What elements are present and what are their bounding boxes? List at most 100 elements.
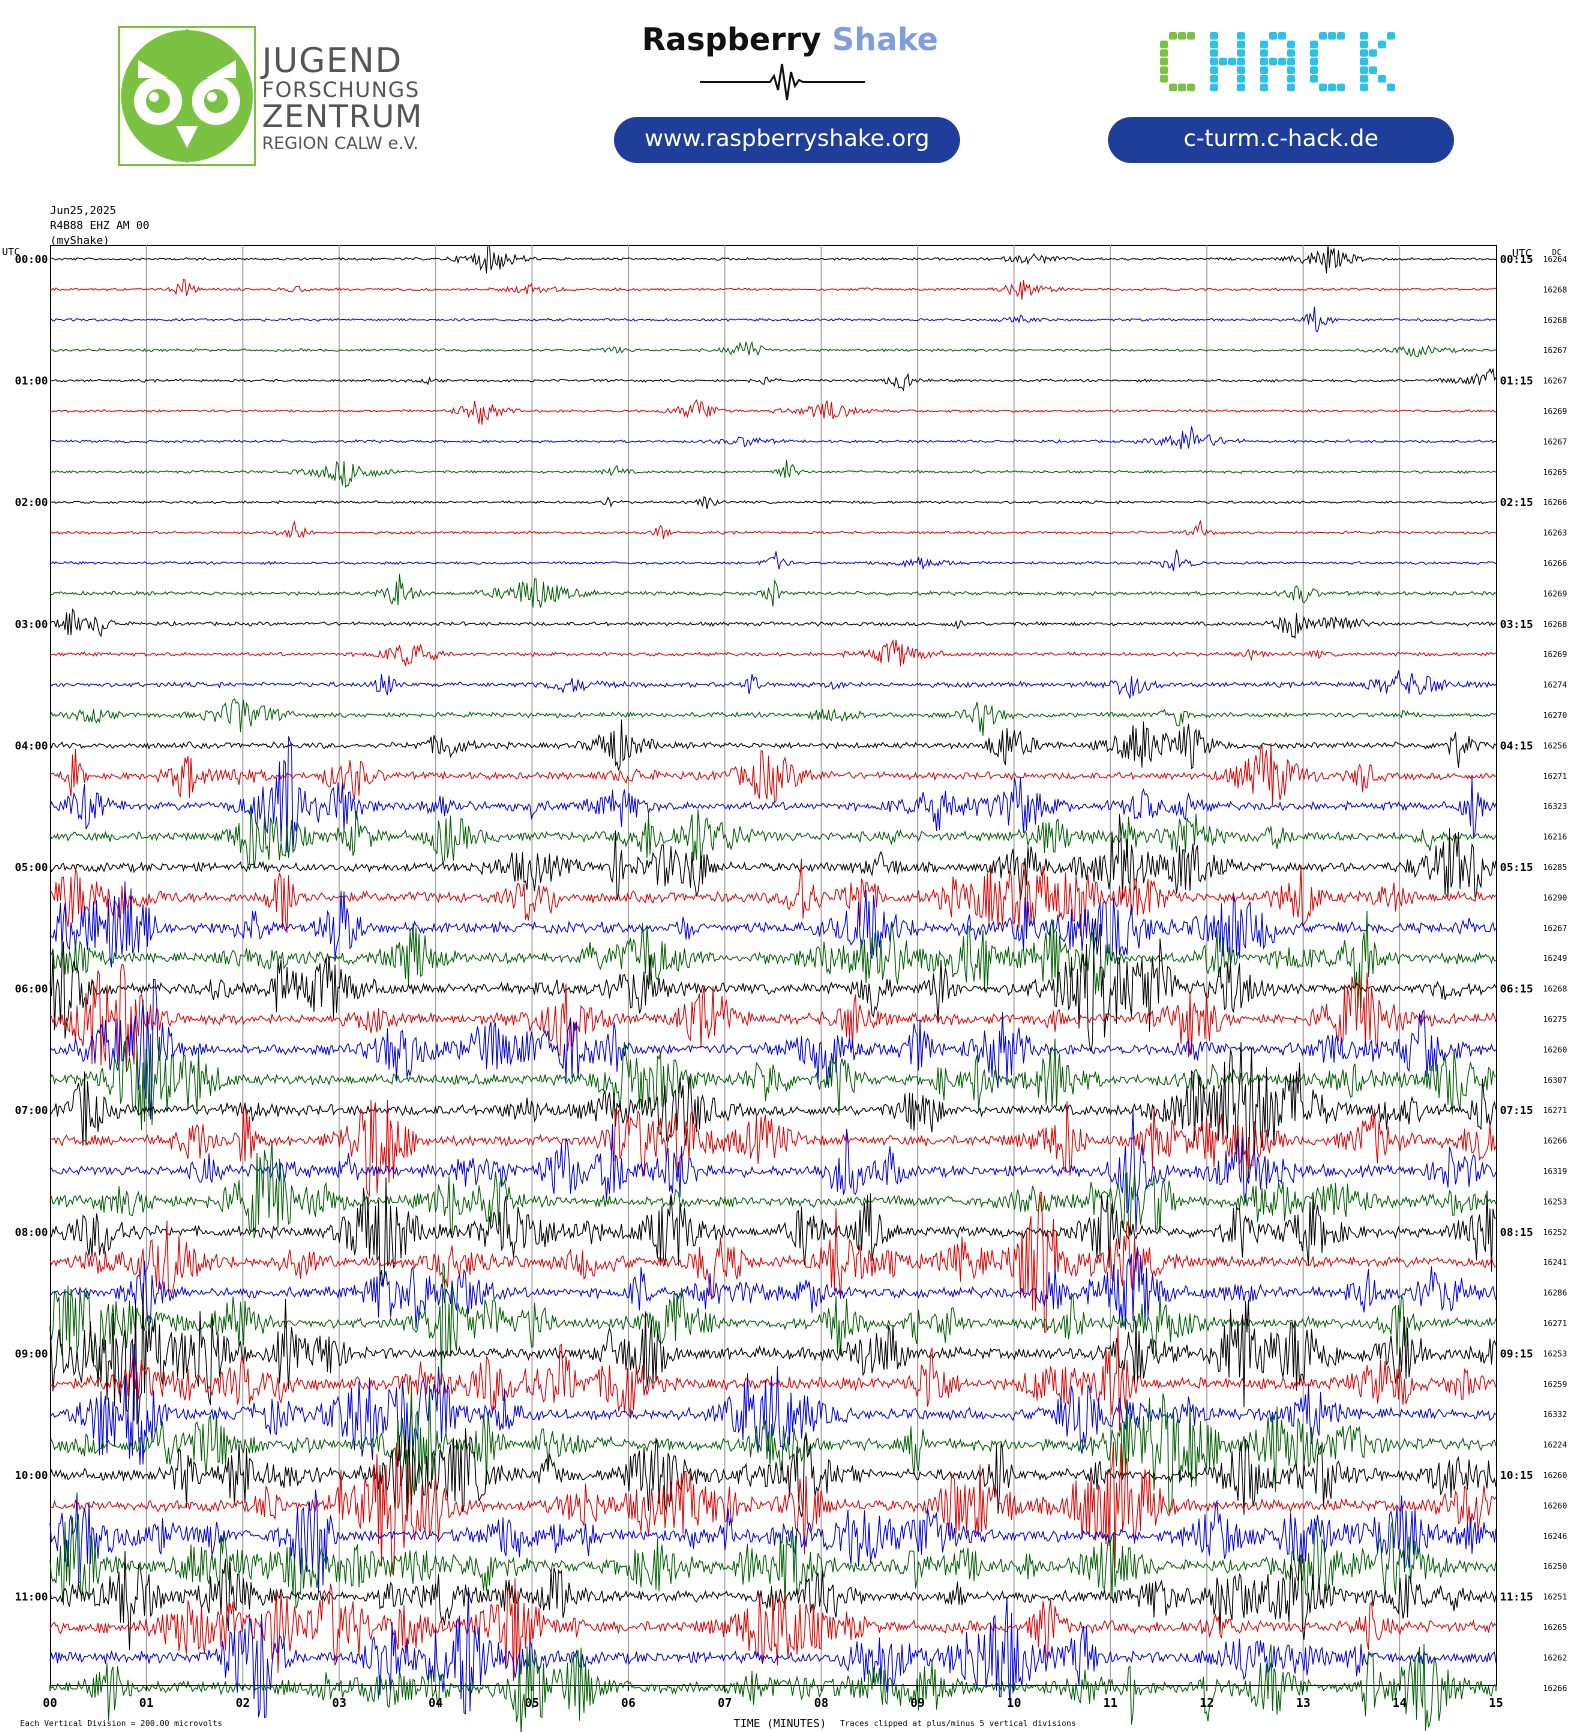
trace-line	[49, 1247, 1497, 1330]
dc-value: 16267	[1543, 377, 1567, 386]
dc-value: 16260	[1543, 1045, 1567, 1054]
trace-line	[49, 910, 1497, 1009]
hour-label-left: 06:00	[15, 983, 48, 996]
owl-logo	[118, 26, 256, 166]
jfz-line3: ZENTRUM	[262, 99, 423, 135]
trace-line	[49, 881, 1497, 968]
hour-label-right: 00:15	[1500, 253, 1533, 266]
dc-value: 16249	[1543, 954, 1567, 963]
trace-line	[49, 1578, 1497, 1681]
dc-value: 16268	[1543, 316, 1567, 325]
chack-letter	[1260, 32, 1295, 92]
dc-value: 16274	[1543, 681, 1567, 690]
dc-value: 16323	[1543, 802, 1567, 811]
station-code: R4B88 EHZ AM 00	[50, 219, 150, 232]
x-tick-label: 09	[910, 1696, 924, 1710]
raspberry-shake-url[interactable]: www.raspberryshake.org	[614, 117, 960, 163]
hour-label-right: 01:15	[1500, 375, 1533, 388]
trace-line	[49, 1108, 1497, 1232]
traces	[49, 245, 1497, 1732]
raspberry-shake-title: Raspberry Shake	[610, 22, 970, 58]
dc-value: 16252	[1543, 1228, 1567, 1237]
x-tick-label: 14	[1392, 1696, 1406, 1710]
trace-line	[49, 549, 1497, 572]
trace-line	[49, 736, 1497, 853]
chack-letter	[1210, 32, 1245, 92]
trace-line	[49, 1643, 1497, 1732]
x-tick-label: 07	[718, 1696, 732, 1710]
dc-value: 16270	[1543, 711, 1567, 720]
dc-value: 16260	[1543, 1501, 1567, 1510]
network-name: (myShake)	[50, 234, 110, 247]
dc-value: 16224	[1543, 1441, 1567, 1450]
dc-value: 16271	[1543, 772, 1567, 781]
trace-line	[49, 1385, 1497, 1513]
trace-line	[49, 1587, 1497, 1718]
hour-label-left: 08:00	[15, 1226, 48, 1239]
dc-value: 16268	[1543, 285, 1567, 294]
dc-value: 16268	[1543, 620, 1567, 629]
trace-line	[49, 399, 1497, 425]
x-tick-label: 08	[814, 1696, 828, 1710]
hour-label-left: 07:00	[15, 1104, 48, 1117]
dc-value: 16266	[1543, 1684, 1567, 1693]
dc-value: 16269	[1543, 589, 1567, 598]
trace-line	[49, 813, 1497, 900]
trace-line	[49, 1283, 1497, 1425]
dc-value: 16259	[1543, 1380, 1567, 1389]
dc-value: 16216	[1543, 833, 1567, 842]
dc-value: 16241	[1543, 1258, 1567, 1267]
dc-value: 16332	[1543, 1410, 1567, 1419]
dc-value: 16263	[1543, 529, 1567, 538]
hour-label-left: 02:00	[15, 496, 48, 509]
hour-label-right: 08:15	[1500, 1226, 1533, 1239]
trace-line	[49, 340, 1497, 358]
axes: 16264 16268 16268 16267 16267 16269 16267 16265…	[2, 247, 1567, 1730]
dc-value: 16253	[1543, 1349, 1567, 1358]
dc-value: 16262	[1543, 1653, 1567, 1662]
x-tick-label: 06	[621, 1696, 635, 1710]
chack-letter	[1160, 32, 1195, 92]
x-tick-label: 04	[428, 1696, 442, 1710]
clip-note: Traces clipped at plus/minus 5 vertical …	[840, 1719, 1076, 1728]
dc-value: 16256	[1543, 741, 1567, 750]
trace-line	[49, 978, 1497, 1120]
trace-line	[49, 638, 1497, 667]
trace-line	[49, 698, 1497, 736]
seismic-wave-icon	[700, 63, 865, 101]
chack-url[interactable]: c-turm.c-hack.de	[1108, 117, 1454, 163]
jfz-text: JUGEND FORSCHUNGS ZENTRUM REGION CALW e.…	[262, 44, 423, 153]
trace-line	[49, 1191, 1497, 1333]
jfz-line1: JUGEND	[262, 41, 403, 81]
hour-label-right: 09:15	[1500, 1347, 1533, 1360]
scale-note: Each Vertical Division = 200.00 microvol…	[20, 1719, 222, 1728]
helicorder-chart: 16264 16268 16268 16267 16267 16269 16267 16265…	[2, 245, 1567, 1732]
hour-label-left: 05:00	[15, 861, 48, 874]
x-tick-label: 05	[525, 1696, 539, 1710]
hour-label-left: 04:00	[15, 739, 48, 752]
hour-label-right: 11:15	[1500, 1591, 1533, 1604]
dc-value: 16264	[1543, 255, 1567, 264]
trace-line	[49, 1042, 1497, 1180]
trace-line	[49, 306, 1497, 333]
chack-letter	[1310, 32, 1345, 92]
dc-title: DC	[1552, 248, 1562, 257]
dc-value: 16265	[1543, 1623, 1567, 1632]
hour-label-left: 10:00	[15, 1469, 48, 1482]
hour-label-right: 06:15	[1500, 983, 1533, 996]
dc-value: 16267	[1543, 924, 1567, 933]
x-tick-label: 00	[43, 1696, 57, 1710]
hour-label-right: 02:15	[1500, 496, 1533, 509]
trace-line	[49, 804, 1497, 869]
dc-value: 16285	[1543, 863, 1567, 872]
hour-label-right: 05:15	[1500, 861, 1533, 874]
dc-value: 16307	[1543, 1076, 1567, 1085]
trace-line	[49, 670, 1497, 699]
trace-line	[49, 1177, 1497, 1288]
hour-label-left: 09:00	[15, 1347, 48, 1360]
hour-label-right: 10:15	[1500, 1469, 1533, 1482]
dc-value: 16266	[1543, 559, 1567, 568]
trace-line	[49, 520, 1497, 539]
trace-line	[49, 1140, 1497, 1239]
dc-value: 16319	[1543, 1167, 1567, 1176]
